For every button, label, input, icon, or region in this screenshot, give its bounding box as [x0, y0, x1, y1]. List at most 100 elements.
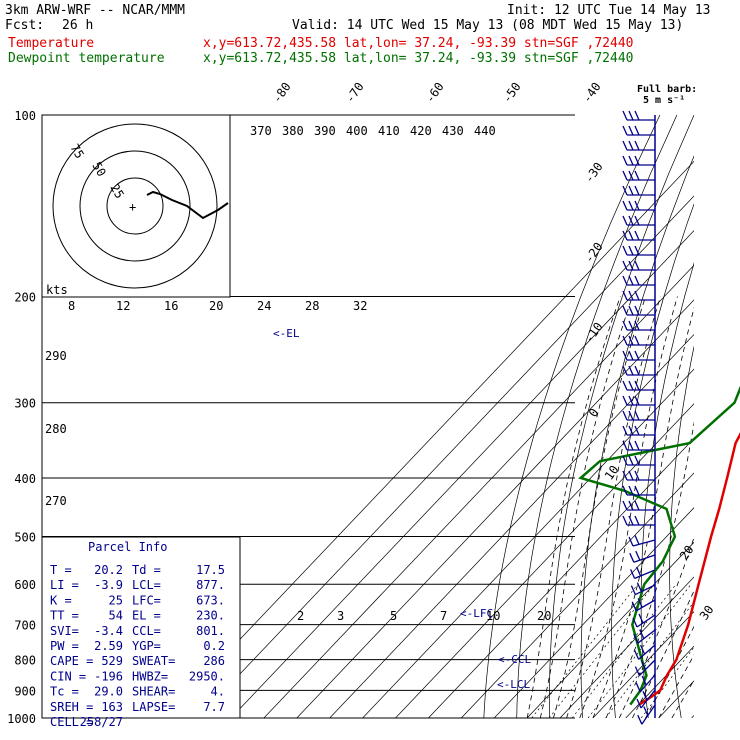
parcel-info-value: 163: [101, 700, 123, 714]
wind-barb-tick: [622, 365, 628, 376]
theta-side-label: 270: [45, 494, 67, 508]
wind-barbs: [622, 110, 656, 725]
wind-barb-tick: [622, 230, 628, 241]
wind-barb-tick: [634, 470, 640, 481]
hodograph-scale-label: 8: [68, 299, 75, 313]
dry-adiabat: [580, 155, 694, 718]
wind-barb-tick: [628, 230, 634, 241]
wind-barb-tick: [634, 485, 640, 496]
wind-barb-tick: [628, 425, 634, 436]
mixing-ratio-label: 2: [297, 609, 304, 623]
wind-barb-tick: [634, 500, 640, 511]
wind-barb-staff: [640, 689, 656, 709]
wind-barb-tick: [628, 185, 634, 196]
parcel-info-value: 673.: [196, 593, 225, 607]
wind-barb-tick: [622, 515, 628, 526]
wind-barb-tick: [636, 698, 642, 709]
wind-barb-tick: [628, 260, 634, 271]
wind-barb-tick: [634, 350, 640, 361]
temperature-location: x,y=613.72,435.58 lat,lon= 37.24, -93.39…: [203, 36, 633, 51]
isotherm-label: -70: [343, 80, 367, 106]
parcel-info-value: -3.4: [94, 624, 123, 638]
wind-barb-tick: [633, 633, 639, 644]
wind-barb-tick: [622, 185, 628, 196]
mixing-ratio-label: 5: [390, 609, 397, 623]
parcel-info-value: T =: [50, 563, 72, 577]
parcel-info-value: 17.5: [196, 563, 225, 577]
wind-barb-tick: [622, 500, 628, 511]
wind-barb-tick: [622, 380, 628, 391]
wind-barb-tick: [628, 455, 634, 466]
wind-barb-tick: [640, 644, 646, 655]
wind-barb-tick: [622, 155, 628, 166]
wind-barb-tick: [628, 320, 634, 331]
wind-barb-tick: [634, 305, 640, 316]
isotherm-label: -60: [423, 80, 447, 106]
wind-barb-tick: [628, 536, 634, 547]
hodograph-ring-label: 25: [107, 182, 126, 202]
parcel-info-value: SREH =: [50, 700, 93, 714]
parcel-info-title: Parcel Info: [88, 540, 167, 554]
pressure-label: 900: [14, 684, 36, 698]
parcel-info-value: HWBZ=: [132, 669, 168, 683]
hodograph-box: [41, 114, 231, 298]
isotherm-line: [362, 368, 694, 718]
wind-barb-tick: [634, 140, 640, 151]
wind-barb-staff: [641, 704, 656, 725]
wind-barb-tick: [628, 140, 634, 151]
isotherm-line: [526, 541, 694, 718]
parcel-info-value: CELL =: [50, 715, 93, 729]
parcel-info-value: 54: [109, 609, 123, 623]
wind-barb-tick: [622, 485, 628, 496]
wind-barb-tick: [628, 110, 634, 121]
parcel-info-box: Parcel Info T = 20.2 Td = 17.5 LI = -3.9 LCL= 8…: [41, 536, 241, 729]
wind-barb-tick: [622, 305, 628, 316]
wind-barb-tick: [634, 155, 640, 166]
hodograph-ring: [52, 123, 218, 289]
isotherm-line: [725, 115, 740, 718]
hodograph-ring: [79, 150, 191, 262]
wind-barb-tick: [634, 335, 640, 346]
mixing-ratio-label: 20: [537, 609, 551, 623]
wind-barb-tick: [634, 230, 640, 241]
wind-barb-staff: [638, 644, 656, 660]
theta-label: 380: [282, 124, 304, 138]
wind-barb-tick: [636, 566, 642, 577]
wind-barb-tick: [637, 714, 643, 725]
level-marker: <-LFC: [460, 607, 493, 620]
wind-barb-tick: [622, 320, 628, 331]
wind-barb-tick: [634, 320, 640, 331]
moist-adiabat: [579, 296, 678, 718]
wind-barb-staff: [633, 554, 656, 563]
hodograph-scale-label: 28: [305, 299, 319, 313]
wind-barb-tick: [622, 455, 628, 466]
wind-barb-tick: [622, 440, 628, 451]
level-marker: <-LCL: [497, 678, 530, 691]
parcel-info-value: Td =: [132, 563, 161, 577]
wind-barb-tick: [622, 350, 628, 361]
moist-adiabat: [658, 654, 694, 718]
barb-units: 5 m s⁻¹: [643, 95, 685, 106]
moist-adiabat: [605, 421, 694, 718]
pressure-label: 600: [14, 578, 36, 592]
wind-barb-tick: [634, 185, 640, 196]
wind-barb-tick: [634, 125, 640, 136]
dewpoint-legend: Dewpoint temperature: [8, 51, 165, 66]
wind-barb-tick: [635, 682, 641, 693]
wind-barb-tick: [622, 470, 628, 481]
isotherm-label: -40: [580, 80, 604, 106]
wind-barb-tick: [628, 275, 634, 286]
pressure-label: 300: [14, 397, 36, 411]
parcel-info-value: 529: [101, 654, 123, 668]
parcel-info-value: 230.: [196, 609, 225, 623]
wind-barb-tick: [628, 395, 634, 406]
wind-barb-tick: [622, 110, 628, 121]
parcel-info-value: 258/27: [80, 715, 123, 729]
isotherm-label: 30: [697, 603, 717, 623]
dry-adiabat: [697, 115, 740, 731]
isotherm-line: [329, 334, 694, 718]
theta-label: 440: [474, 124, 496, 138]
mixing-ratio-label: 10: [486, 609, 500, 623]
